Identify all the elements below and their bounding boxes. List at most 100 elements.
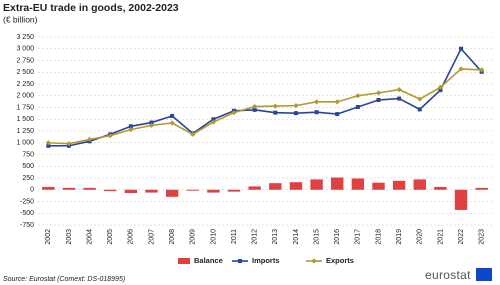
x-tick-label: 2007 — [148, 229, 155, 245]
x-tick-label: 2022 — [458, 229, 465, 245]
point — [252, 103, 258, 110]
x-tick-label: 2021 — [437, 229, 444, 245]
y-tick-label: 250 — [22, 175, 34, 182]
bar — [165, 189, 179, 197]
x-tick-label: 2012 — [252, 229, 259, 245]
point — [148, 122, 155, 128]
bar — [42, 186, 55, 190]
point — [211, 117, 216, 122]
bar — [372, 182, 385, 190]
x-tick-label: 2014 — [293, 229, 300, 245]
legend-marker — [238, 259, 242, 263]
y-tick-label: 1 500 — [16, 116, 34, 123]
point — [313, 99, 320, 105]
chart-subtitle: (€ billion) — [3, 14, 38, 24]
bar — [83, 187, 96, 190]
legend-label: Imports — [252, 256, 280, 265]
point — [107, 133, 113, 139]
point — [252, 107, 257, 112]
legend-swatch — [178, 258, 190, 264]
x-tick-label: 2006 — [128, 229, 135, 245]
y-tick-label: 1 000 — [16, 140, 34, 147]
bar — [475, 187, 488, 190]
bar — [269, 183, 282, 190]
point — [417, 96, 423, 102]
bar — [331, 177, 344, 190]
bar — [392, 180, 406, 190]
y-tick-label: -500 — [20, 210, 34, 217]
x-tick-label: 2019 — [396, 229, 403, 245]
x-tick-label: 2020 — [417, 229, 424, 245]
y-tick-label: 3 000 — [16, 46, 34, 53]
y-tick-label: 500 — [22, 163, 34, 170]
point — [293, 103, 299, 109]
bar — [186, 189, 199, 191]
point — [210, 119, 217, 125]
x-tick-label: 2011 — [231, 229, 238, 244]
point — [170, 113, 175, 118]
point — [458, 66, 464, 72]
x-tick-label: 2002 — [45, 229, 52, 245]
bar — [454, 189, 468, 210]
point — [437, 84, 444, 90]
bar — [310, 179, 323, 190]
x-tick-label: 2017 — [355, 229, 362, 245]
y-tick-label: 2 000 — [16, 93, 34, 100]
y-tick-label: 2 500 — [16, 69, 34, 76]
bar — [124, 189, 138, 194]
source: Source: Eurostat (Comext: DS-018995) — [3, 276, 125, 283]
point — [273, 110, 278, 115]
y-tick-label: 3 250 — [16, 34, 34, 41]
bar — [145, 189, 158, 193]
point — [149, 120, 154, 125]
point — [355, 93, 361, 99]
point — [190, 131, 196, 137]
point — [314, 110, 319, 115]
point — [417, 107, 422, 112]
point — [86, 136, 93, 143]
x-tick-label: 2013 — [272, 229, 279, 245]
bar — [248, 186, 261, 190]
x-tick-label: 2009 — [190, 229, 197, 245]
point — [272, 103, 278, 109]
x-tick-label: 2023 — [479, 229, 486, 245]
legend-label: Balance — [194, 256, 223, 265]
y-tick-label: 1 750 — [16, 104, 34, 111]
x-tick-label: 2018 — [375, 229, 382, 245]
y-tick-label: -250 — [20, 198, 34, 205]
point — [293, 111, 298, 116]
line — [48, 68, 482, 145]
x-tick-label: 2015 — [313, 229, 320, 245]
point — [128, 124, 133, 129]
point — [46, 143, 51, 148]
point — [355, 105, 360, 110]
point — [376, 97, 381, 102]
point — [396, 87, 402, 93]
point — [438, 88, 443, 93]
point — [128, 126, 134, 133]
legend-marker — [311, 258, 317, 264]
bar — [351, 178, 365, 190]
bar — [104, 189, 117, 192]
bar — [413, 179, 426, 190]
y-tick-label: 1 250 — [16, 128, 34, 135]
point — [231, 110, 237, 116]
logo-text: eurostat — [425, 268, 471, 282]
y-tick-label: 2 250 — [16, 81, 34, 88]
logo-flag — [476, 268, 492, 281]
point — [459, 46, 464, 51]
bar — [289, 182, 303, 190]
point — [334, 99, 340, 105]
point — [169, 120, 175, 126]
x-tick-label: 2005 — [107, 229, 114, 245]
y-tick-label: 0 — [30, 187, 34, 194]
bar — [62, 187, 76, 190]
x-tick-label: 2004 — [86, 229, 93, 245]
x-tick-label: 2016 — [334, 229, 341, 245]
y-tick-label: 2 750 — [16, 57, 34, 64]
point — [45, 140, 51, 146]
chart-title: Extra-EU trade in goods, 2002-2023 — [3, 2, 179, 14]
line — [48, 47, 483, 147]
point — [479, 67, 485, 73]
point — [397, 96, 402, 101]
